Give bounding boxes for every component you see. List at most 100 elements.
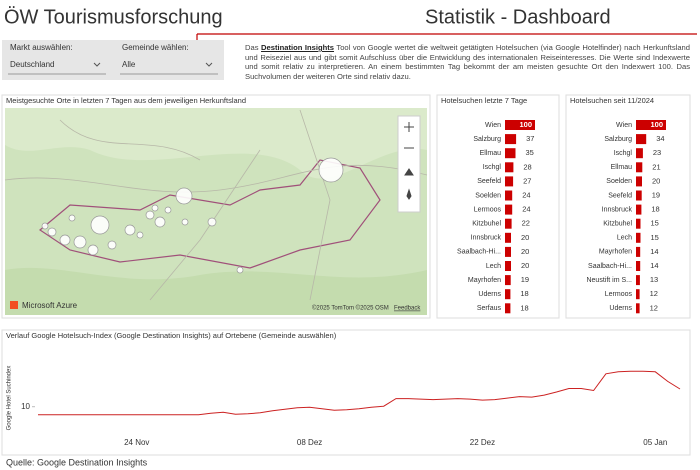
dropdown-chevron[interactable] — [205, 62, 213, 67]
bar-value: 19 — [652, 190, 660, 199]
map-region — [5, 267, 427, 315]
road — [4, 109, 428, 301]
line — [38, 370, 681, 416]
y-axis-label: Google Hotel Suchindex — [7, 366, 13, 431]
bar-label: Neustift im S... — [586, 277, 632, 284]
bar-value: 13 — [650, 275, 658, 284]
bar-label: Seefeld — [477, 178, 501, 185]
panel-title: Verlauf Google Hotelsuch-Index (Google D… — [6, 331, 337, 340]
bar — [636, 289, 640, 300]
bar — [505, 120, 535, 130]
filter-value[interactable]: Deutschland — [10, 60, 54, 69]
bar-label: Ischgl — [483, 164, 502, 171]
bar-value: 34 — [656, 134, 664, 143]
bar-panel — [436, 94, 560, 319]
bar — [636, 162, 643, 173]
bar — [505, 232, 511, 243]
bar-value: 20 — [521, 247, 529, 256]
bar-label: Wien — [485, 122, 501, 129]
bar-value: 24 — [522, 205, 530, 214]
bar — [505, 289, 511, 300]
bar-label: Lermoos — [605, 291, 633, 298]
bar-value: 18 — [520, 303, 528, 312]
bar-value: 15 — [651, 219, 659, 228]
bar — [505, 190, 513, 201]
map-controls[interactable] — [397, 115, 421, 213]
map-attribution: ©2025 TomTom ©2025 OSM — [312, 305, 389, 312]
footer-source: Quelle: Google Destination Insights — [6, 457, 148, 467]
filter-panel — [2, 40, 224, 80]
bar — [636, 261, 641, 271]
x-tick-label: 08 Dez — [297, 438, 322, 447]
bar — [505, 261, 511, 271]
bar-value: 15 — [651, 233, 659, 242]
bar-label: Wien — [616, 122, 632, 129]
line-panel — [1, 329, 691, 456]
bar-label: Soelden — [475, 192, 501, 199]
filter-label: Gemeinde wählen: — [122, 43, 189, 52]
bar — [505, 303, 511, 314]
bar-label: Uderns — [609, 305, 632, 312]
bar-value: 14 — [650, 261, 658, 270]
description: Das Destination Insights Tool von Google… — [245, 43, 690, 81]
dropdown-chevron[interactable] — [93, 62, 101, 67]
map-brand: Microsoft Azure — [22, 301, 78, 310]
x-tick-label: 24 Nov — [124, 438, 149, 447]
bar-value: 21 — [652, 162, 660, 171]
filter-label: Markt auswählen: — [10, 43, 73, 52]
app-subtitle: Statistik - Dashboard — [425, 6, 611, 28]
x-tick-label: 22 Dez — [470, 438, 495, 447]
filter-value[interactable]: Alle — [122, 60, 136, 69]
desc-text: Das — [245, 43, 262, 52]
bar — [505, 275, 511, 286]
bar — [505, 218, 512, 229]
bar-value: 20 — [652, 176, 660, 185]
map-feedback[interactable]: Feedback — [394, 306, 421, 312]
zoom-control[interactable] — [397, 115, 421, 213]
bar-value: 28 — [523, 162, 531, 171]
bar — [636, 218, 641, 229]
bar-label: Salzburg — [604, 136, 632, 143]
bar-value: 12 — [650, 303, 658, 312]
bar-value: 20 — [521, 261, 529, 270]
bar — [636, 176, 642, 187]
bar-label: Kitzbuhel — [472, 221, 501, 228]
bar — [636, 120, 666, 130]
bar-value: 37 — [526, 134, 534, 143]
location-bubbles — [41, 157, 344, 274]
bar — [505, 246, 511, 257]
bar-label: Uderns — [478, 291, 501, 298]
y-tick-label: 10 — [21, 402, 30, 411]
bar — [636, 275, 640, 286]
bar-label: Lermoos — [474, 206, 502, 213]
bar — [636, 303, 640, 314]
bar-label: Serfaus — [477, 305, 502, 312]
x-tick-label: 05 Jan — [643, 438, 667, 447]
bar-value: 100 — [519, 120, 532, 129]
bar — [505, 204, 513, 215]
brand-logo — [10, 301, 18, 309]
bar-value: 14 — [650, 247, 658, 256]
bar-label: Seefeld — [608, 192, 632, 199]
bar-label: Soelden — [606, 178, 632, 185]
bar — [636, 246, 641, 257]
bar-label: Ellmau — [611, 164, 633, 171]
bar — [636, 148, 643, 159]
bar-label: Lech — [486, 263, 501, 270]
control-icons — [404, 122, 414, 200]
bar-value: 12 — [650, 289, 658, 298]
map-title: Meistgesuchte Orte in letzten 7 Tagen au… — [6, 96, 246, 105]
bar — [505, 162, 514, 173]
bar — [636, 232, 641, 243]
bar-label: Saalbach-Hi... — [588, 263, 632, 270]
bar-label: Innsbruck — [471, 235, 502, 242]
bar-value: 27 — [523, 176, 531, 185]
bar-value: 24 — [522, 190, 530, 199]
bar — [505, 134, 517, 145]
desc-text: Tool von Google wertet die weltweit getä… — [245, 43, 690, 81]
app-title: ÖW Tourismusforschung — [4, 6, 223, 28]
bar-value: 19 — [521, 275, 529, 284]
bar-label: Innsbruck — [602, 206, 633, 213]
